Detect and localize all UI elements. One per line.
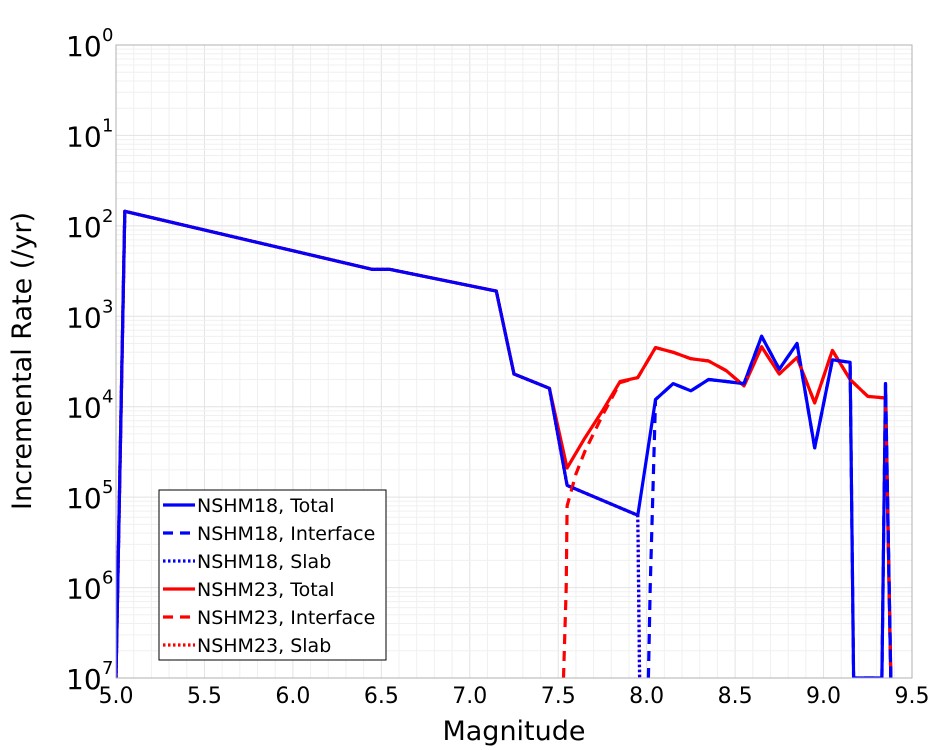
legend-box [158, 489, 387, 661]
x-tick-label: 5.0 [99, 684, 134, 709]
y-tick-label: 10 0 [66, 25, 113, 63]
x-tick-label: 6.5 [364, 684, 399, 709]
y-tick-base: 10 [66, 392, 102, 425]
series-layer [116, 209, 893, 678]
y-tick-label: 10 6 [66, 568, 113, 606]
y-tick-label: 10 7 [66, 658, 113, 696]
y-tick-exponent: 2 [102, 206, 113, 227]
y-tick-base: 10 [66, 663, 102, 696]
plot-frame [115, 44, 913, 679]
legend-label: NSHM23, Total [197, 579, 335, 601]
y-tick-label: 10 1 [66, 115, 113, 153]
x-tick-label: 7.5 [541, 684, 576, 709]
y-tick-base: 10 [66, 211, 102, 244]
x-axis-label: Magnitude [442, 716, 585, 747]
series-line-2 [116, 209, 642, 678]
legend-label: NSHM23, Interface [197, 607, 375, 629]
y-tick-exponent: 5 [102, 477, 113, 498]
y-tick-exponent: 7 [102, 658, 113, 679]
legend-label: NSHM23, Slab [197, 635, 331, 657]
y-tick-base: 10 [66, 482, 102, 515]
x-tick-labels: 5.0 5.5 6.0 6.5 7.0 7.5 8.0 8.5 9.0 9.5 [99, 684, 930, 709]
y-tick-base: 10 [66, 30, 102, 63]
y-tick-exponent: 6 [102, 568, 113, 589]
x-tick-label: 7.0 [452, 684, 487, 709]
x-tick-label: 5.5 [187, 684, 222, 709]
x-tick-label: 6.0 [275, 684, 310, 709]
y-tick-label: 10 5 [66, 477, 113, 515]
y-tick-label: 10 3 [66, 296, 113, 334]
y-tick-label: 10 4 [66, 387, 113, 425]
x-tick-label: 9.5 [895, 684, 930, 709]
legend-label: NSHM18, Slab [197, 551, 331, 573]
y-tick-exponent: 4 [102, 387, 113, 408]
y-axis-label: Incremental Rate (/yr) [7, 212, 38, 510]
legend: NSHM18, Total NSHM18, Interface NSHM18, Sl… [158, 489, 387, 661]
y-tick-exponent: 3 [102, 296, 113, 317]
series-line-4 [561, 345, 893, 678]
y-tick-label: 10 2 [66, 206, 113, 244]
x-tick-label: 8.0 [629, 684, 664, 709]
x-tick-label: 9.0 [806, 684, 841, 709]
y-tick-base: 10 [66, 573, 102, 606]
y-tick-exponent: 0 [102, 25, 113, 46]
series-line-1 [646, 334, 893, 678]
y-tick-exponent: 1 [102, 115, 113, 136]
x-tick-label: 8.5 [718, 684, 753, 709]
legend-label: NSHM18, Interface [197, 523, 375, 545]
y-tick-base: 10 [66, 301, 102, 334]
legend-label: NSHM18, Total [197, 495, 335, 517]
y-tick-base: 10 [66, 120, 102, 153]
